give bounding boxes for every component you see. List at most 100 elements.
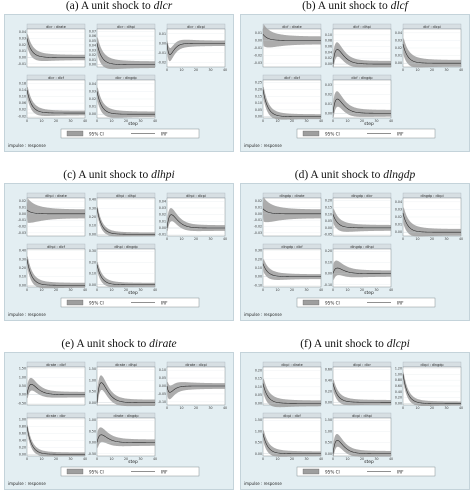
legend-irf-label: IRF [161, 469, 168, 474]
subplot-title: dlhpi : dlhpi [116, 194, 136, 198]
irf-line [166, 214, 225, 229]
irf-line [96, 434, 155, 443]
caption-variable: dirate [149, 338, 177, 350]
irf-panel-plot: dirate : dlcf1.501.000.500.00-0.50dirate… [8, 361, 227, 486]
x-tick-label: 10 [179, 68, 183, 72]
ci-band [97, 37, 155, 70]
x-tick-label: 20 [290, 457, 294, 461]
irf-panel-plot: dlngdp : dirate 0.02 0.01 0.00 -0.01 -0.02 -0.… [244, 192, 463, 317]
y-tick-label: 0.40 [19, 249, 26, 253]
irf-subplot: dlhpi : dlhpi 0.40 0.30 0.20 0.10 0.00 [89, 192, 156, 237]
irf-subplot: dlngdp : dlhpi 0.20 0.10 0.00 -0.100 10 20 30 40 [324, 243, 393, 292]
legend-ci-swatch [66, 130, 84, 137]
y-tick-label: 0.00 [255, 275, 262, 279]
y-tick-label: 0.30 [255, 249, 262, 253]
irf-line [332, 49, 391, 65]
subplot-title: dirate : dlcr [46, 414, 66, 418]
y-tick-label: 0.60 [325, 368, 332, 372]
irf-line [262, 208, 321, 215]
y-tick-label: 0.04 [159, 199, 166, 203]
legend-ci-label: 95% CI [89, 131, 104, 136]
y-tick-label: 0.20 [395, 396, 402, 400]
x-tick-label: 40 [223, 406, 227, 410]
x-tick-label: 30 [304, 457, 308, 461]
legend: 95% CI IRF [296, 128, 436, 139]
x-tick-label: 40 [459, 406, 463, 410]
irf-subplot: dlcf : dlngdp 0.03 0.02 0.01 0.000 10 20 30 40 [325, 74, 393, 123]
irf-line [96, 43, 155, 65]
subplot-title: dlngdp : dirate [280, 194, 305, 198]
x-tick-label: 20 [54, 119, 58, 123]
x-tick-label: 30 [374, 288, 378, 292]
irf-subplot: dlcf : dlcf 0.25 0.20 0.15 0.10 0.05 0.000 10 20… [255, 74, 323, 123]
x-tick-label: 10 [275, 457, 279, 461]
ci-band [333, 379, 391, 406]
x-tick-label: 30 [304, 288, 308, 292]
x-tick-label: 40 [389, 457, 393, 461]
irf-subplot: dlcr : dlngdp 0.04 0.03 0.02 0.01 0.000 10 20 30… [89, 74, 157, 123]
irf-panel: dlhpi : dirate 0.02 0.01 0.00 -0.01 -0.02 -0.0… [4, 183, 234, 321]
irf-panel: dlcr : dirate 0.04 0.03 0.02 0.01 0.00 -0.01 dl… [4, 14, 234, 152]
subplot-title: dlcpi : dlhpi [352, 414, 372, 418]
y-tick-label: 0.03 [325, 83, 332, 87]
y-tick-label: 0.04 [89, 44, 96, 48]
x-tick-label: 40 [389, 119, 393, 123]
subplot-title: dlngdp : dlcf [281, 245, 303, 249]
subplot-title: dirate : dlcpi [185, 363, 206, 367]
x-tick-label: 0 [96, 288, 98, 292]
irf-line [262, 34, 321, 41]
irf-line [26, 383, 85, 395]
y-tick-label: 0.00 [255, 401, 262, 405]
irf-subplot: dlcpi : dlcr 0.60 0.40 0.20 0.00 [325, 361, 392, 406]
irf-subplot: dlcr : dirate 0.04 0.03 0.02 0.01 0.00 -0.01 [18, 23, 86, 68]
legend-ci-label: 95% CI [325, 300, 340, 305]
x-axis-label: step [128, 290, 138, 296]
y-tick-label: 0.00 [325, 272, 332, 276]
x-tick-label: 40 [459, 68, 463, 72]
y-tick-label: 0.50 [19, 384, 26, 388]
y-tick-label: 0.01 [159, 32, 166, 36]
x-axis-label: step [364, 290, 374, 296]
plot-area [26, 28, 86, 68]
y-tick-label: 0.01 [19, 206, 26, 210]
irf-line [332, 267, 391, 274]
legend-ci-swatch [302, 299, 320, 306]
x-tick-label: 30 [374, 457, 378, 461]
y-tick-label: 0.00 [89, 232, 96, 236]
irf-line [26, 209, 85, 215]
y-tick-label: 0.01 [395, 54, 402, 58]
caption-text: (a) A unit shock to [65, 0, 154, 12]
x-tick-label: 10 [109, 288, 113, 292]
x-tick-label: 10 [109, 119, 113, 123]
subplot-title: dlcr : dlhpi [117, 25, 135, 29]
ci-band [27, 424, 85, 457]
y-tick-label: 0.04 [89, 82, 96, 86]
y-tick-label: 0.10 [325, 260, 332, 264]
ci-band [27, 33, 85, 62]
irf-subplot: dirate : dlcpi 0.10 0.05 0.00 -0.05 -0.100 10 2… [158, 361, 227, 410]
x-tick-label: 40 [389, 288, 393, 292]
y-tick-label: 0.80 [395, 378, 402, 382]
x-tick-label: 20 [430, 237, 434, 241]
y-tick-label: 0.20 [19, 266, 26, 270]
y-tick-label: 1.50 [89, 367, 96, 371]
ci-band [263, 378, 321, 408]
y-tick-label: 0.40 [395, 390, 402, 394]
y-tick-label: 0.02 [395, 46, 402, 50]
caption-text: (d) A unit shock to [294, 169, 384, 181]
x-tick-label: 40 [223, 68, 227, 72]
y-tick-label: 0.03 [159, 206, 166, 210]
x-tick-label: 20 [124, 119, 128, 123]
x-tick-label: 30 [208, 406, 212, 410]
legend-box [296, 128, 436, 139]
legend-irf-label: IRF [397, 469, 404, 474]
y-tick-label: 0.00 [395, 230, 402, 234]
ci-band [27, 198, 85, 223]
x-tick-label: 10 [179, 237, 183, 241]
y-tick-label: -0.10 [324, 283, 332, 287]
x-tick-label: 0 [96, 457, 98, 461]
ci-band [263, 197, 321, 223]
x-tick-label: 40 [153, 119, 157, 123]
y-tick-label: 0.06 [325, 45, 332, 49]
irf-line [262, 383, 321, 404]
